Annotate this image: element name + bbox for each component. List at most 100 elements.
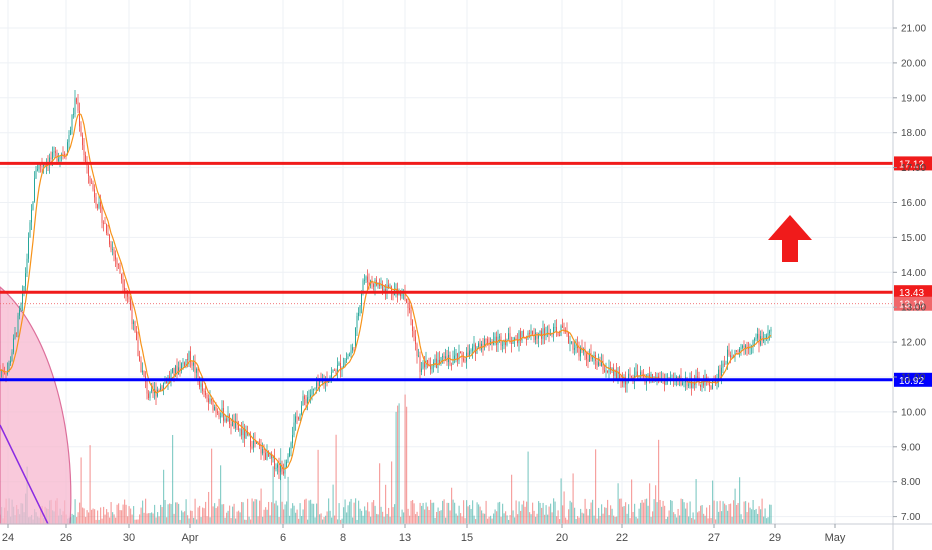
candle-body — [565, 330, 566, 331]
volume-bar — [632, 511, 634, 524]
volume-bar — [514, 517, 516, 524]
y-tick-label: 12.00 — [901, 338, 926, 349]
candle-body — [643, 376, 644, 378]
volume-bar — [377, 514, 379, 524]
volume-bar — [238, 510, 240, 524]
candle-body — [428, 363, 430, 365]
candle-body — [421, 368, 422, 373]
y-tick-label: 7.00 — [901, 512, 921, 523]
volume-bar — [121, 510, 123, 524]
volume-bar — [335, 434, 337, 524]
volume-bar — [743, 501, 745, 524]
candle-body — [377, 283, 379, 286]
candle-body — [184, 362, 185, 367]
volume-bar — [394, 504, 396, 524]
volume-bar — [589, 509, 591, 524]
volume-bar — [295, 512, 297, 524]
volume-bar — [652, 511, 654, 524]
candle-body — [709, 380, 710, 387]
volume-bar — [557, 510, 559, 524]
candle-body — [215, 407, 217, 412]
candle-body — [151, 389, 152, 392]
volume-bar — [176, 502, 178, 524]
candle-body — [157, 389, 158, 397]
candle-body — [200, 383, 202, 387]
candle-body — [380, 284, 382, 287]
candle-body — [23, 286, 25, 294]
volume-bar — [496, 511, 498, 524]
volume-bar — [634, 503, 636, 524]
volume-bar — [583, 513, 585, 524]
volume-bar — [331, 517, 333, 524]
volume-bar — [401, 509, 403, 524]
volume-bar — [701, 505, 703, 524]
candle-body — [91, 183, 92, 184]
candle-body — [163, 383, 164, 390]
volume-bar — [254, 499, 256, 524]
volume-bar — [563, 491, 565, 524]
candle-body — [8, 363, 10, 371]
volume-bar — [275, 500, 277, 524]
volume-bar — [337, 519, 339, 524]
volume-bar — [136, 519, 138, 524]
candle-body — [584, 348, 586, 355]
candle-body — [250, 434, 251, 447]
volume-bar — [233, 503, 235, 524]
volume-bar — [434, 517, 436, 524]
volume-bar — [679, 515, 681, 524]
candle-body — [10, 361, 11, 364]
volume-bar — [595, 449, 597, 524]
candle-body — [511, 342, 512, 344]
candle-body — [701, 379, 703, 388]
volume-bar — [311, 503, 313, 524]
candle-body — [170, 372, 172, 379]
candle-body — [106, 223, 107, 233]
candle-body — [553, 326, 554, 335]
volume-bar — [95, 519, 97, 524]
candle-body — [601, 360, 602, 366]
volume-bar — [77, 512, 79, 524]
volume-bar — [398, 403, 400, 524]
volume-bar — [343, 507, 345, 524]
volume-bar — [452, 499, 454, 524]
volume-bar — [580, 508, 582, 524]
volume-bar — [697, 512, 699, 524]
candle-body — [514, 338, 515, 341]
volume-bar — [236, 511, 238, 524]
volume-bar — [146, 513, 148, 524]
volume-bar — [665, 518, 667, 524]
volume-bar — [266, 509, 268, 524]
candle-body — [689, 377, 691, 385]
candle-body — [188, 351, 190, 360]
candle-body — [38, 164, 40, 170]
volume-bar — [209, 517, 211, 524]
y-tick-label: 15.00 — [901, 233, 926, 244]
candle-body — [107, 232, 109, 236]
candle-body — [569, 342, 571, 344]
volume-bar — [332, 484, 334, 524]
y-tick-label: 18.00 — [901, 128, 926, 139]
candle-body — [605, 370, 607, 372]
candle-body — [169, 376, 170, 379]
volume-bar — [218, 498, 220, 524]
volume-bar — [137, 519, 139, 524]
candle-body — [310, 394, 311, 397]
candle-body — [718, 369, 719, 381]
candle-body — [440, 357, 442, 364]
candle-body — [134, 321, 136, 332]
candle-body — [562, 325, 563, 328]
volume-bar — [167, 504, 169, 524]
volume-bar — [298, 518, 300, 524]
candle-body — [152, 389, 154, 394]
volume-bar — [508, 519, 510, 524]
volume-bar — [103, 506, 105, 524]
candle-body — [478, 343, 479, 348]
volume-bar — [284, 504, 286, 524]
candle-body — [719, 369, 721, 378]
volume-bar — [626, 513, 628, 524]
candle-body — [44, 164, 46, 167]
volume-bar — [371, 502, 373, 524]
y-tick-label: 10.00 — [901, 407, 926, 418]
candle-body — [323, 381, 325, 384]
volume-bar — [139, 514, 141, 524]
